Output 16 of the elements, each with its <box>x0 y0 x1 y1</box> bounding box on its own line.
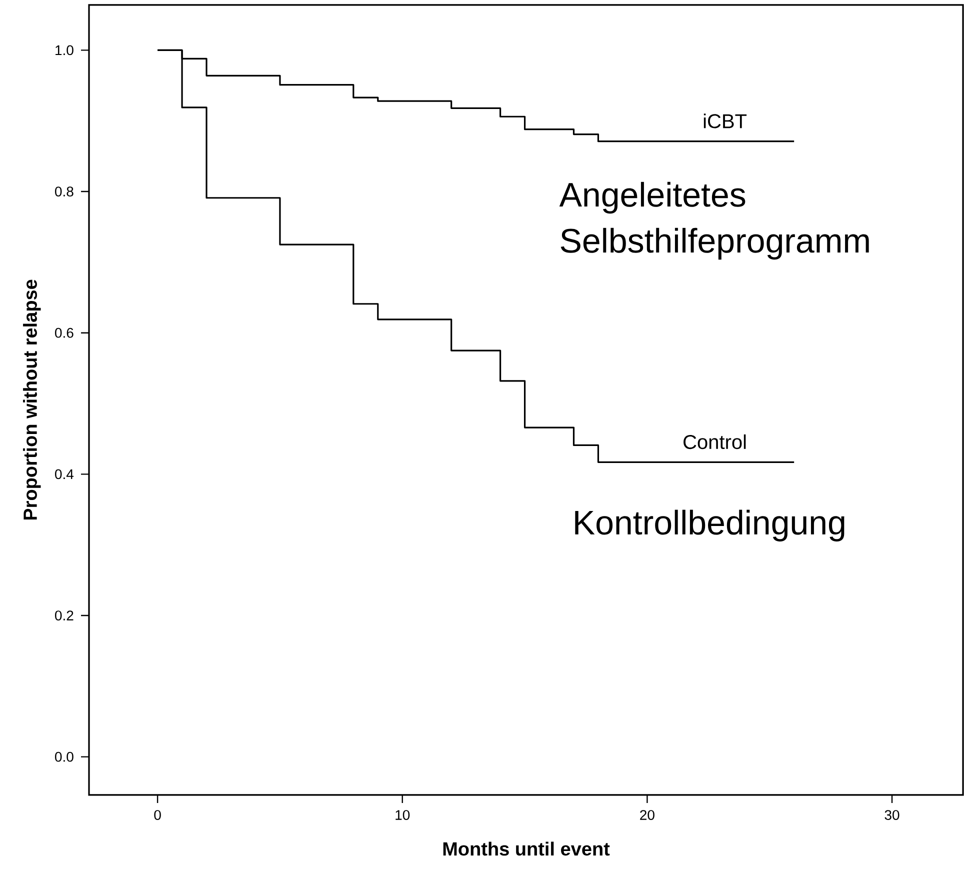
series-label: iCBT <box>704 114 747 128</box>
annotation: Angeleitetes Selbsthilfeprogramm <box>559 182 869 260</box>
y-tick-label: 0.6 <box>55 328 74 338</box>
series-label: Control <box>684 434 746 450</box>
annotation: Kontrollbedingung <box>575 510 844 542</box>
x-tick-label: 30 <box>884 810 900 820</box>
x-tick-label: 0 <box>154 810 161 820</box>
x-tick-label: 20 <box>640 810 654 820</box>
y-axis-title: Proportion without relapse <box>23 280 41 520</box>
y-tick-label: 1.0 <box>56 45 74 56</box>
y-tick-label: 0.2 <box>55 610 74 620</box>
x-axis-title: Months until event <box>443 842 610 856</box>
y-tick-label: 0.0 <box>55 752 74 762</box>
y-tick-label: 0.8 <box>55 186 74 196</box>
x-tick-label: 10 <box>396 810 410 820</box>
y-tick-label: 0.4 <box>55 469 74 480</box>
